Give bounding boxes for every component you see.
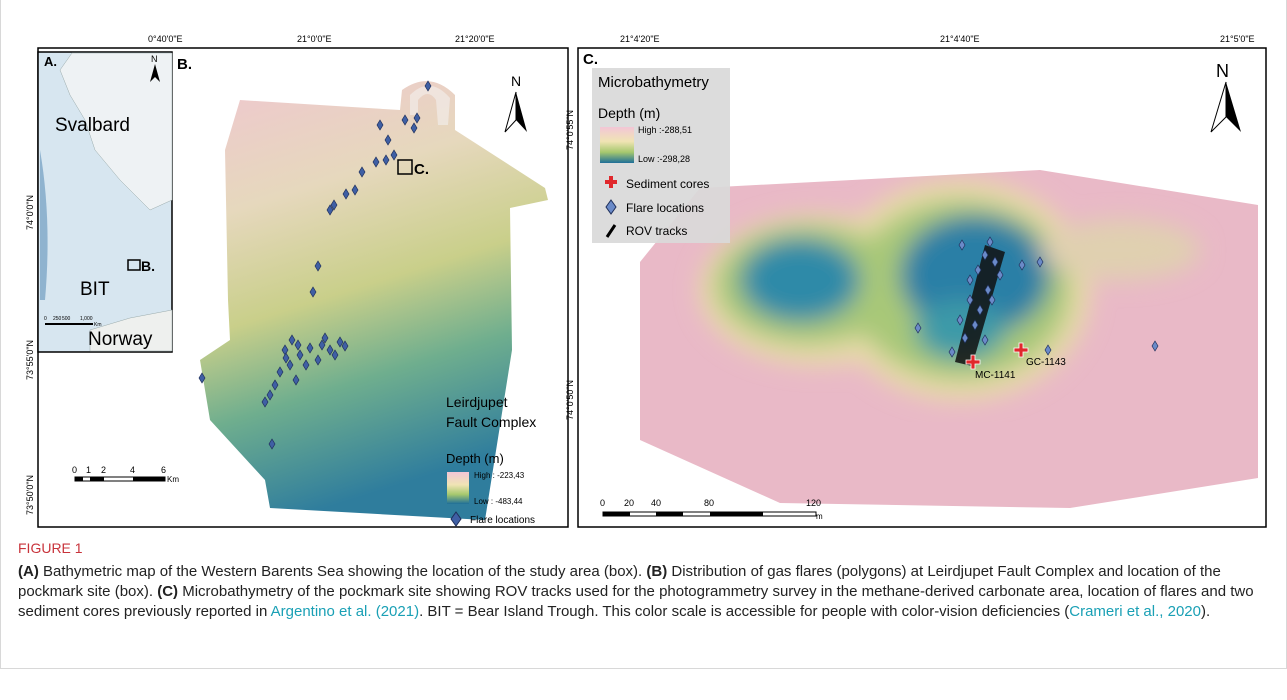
north-label: N xyxy=(151,54,158,64)
left-tick: 74°0'55"N xyxy=(565,110,575,150)
place: Norway xyxy=(88,329,153,350)
panel-label: C. xyxy=(583,51,598,68)
legend-ramp xyxy=(447,472,469,504)
left-tick: 73°50'0"N xyxy=(25,475,35,515)
left-tick: 74°0'50"N xyxy=(565,380,575,420)
panel-label: A. xyxy=(44,54,57,69)
place: Svalbard xyxy=(55,115,130,136)
scale-bar xyxy=(45,323,93,325)
scale-tick: 1 xyxy=(86,465,91,475)
scale-tick: 0 xyxy=(600,498,605,508)
scale-tick: 0 xyxy=(72,465,77,475)
core-label: MC-1141 xyxy=(975,370,1016,381)
caption-text: (A) Bathymetric map of the Western Baren… xyxy=(18,562,1273,622)
legend-high: High : -223,43 xyxy=(474,471,525,480)
caption: FIGURE 1 (A) Bathymetric map of the West… xyxy=(18,538,1273,622)
legend-depth: Depth (m) xyxy=(598,105,660,121)
legend-low: Low :-298,28 xyxy=(638,154,690,164)
legend-flares: Flare locations xyxy=(470,515,535,526)
area-label: Leirdjupet xyxy=(446,394,508,410)
left-tick: 73°55'0"N xyxy=(25,340,35,380)
top-tick: 21°5'0"E xyxy=(1220,34,1255,44)
page: 0°40'0"E 21°0'0"E 21°20'0"E 74°0'0"N 73°… xyxy=(0,0,1287,700)
scale-tick: 500 xyxy=(62,316,71,322)
legend-title: Microbathymetry xyxy=(598,74,709,91)
scale-tick: 120 xyxy=(806,498,821,508)
scale-tick: 20 xyxy=(624,498,634,508)
caption-bold: (A) xyxy=(18,563,39,580)
scale-bar xyxy=(75,477,165,481)
legend-title: Depth (m) xyxy=(446,451,504,466)
box-label: C. xyxy=(414,161,429,178)
scale-bar xyxy=(603,512,816,516)
area-label: Fault Complex xyxy=(446,414,536,430)
scale-tick: 4 xyxy=(130,465,135,475)
top-tick: 21°0'0"E xyxy=(297,34,332,44)
citation-link[interactable]: Argentino et al. (2021) xyxy=(271,603,419,620)
caption-span: Bathymetric map of the Western Barents S… xyxy=(39,563,647,580)
legend-high: High :-288,51 xyxy=(638,125,692,135)
caption-bold: (B) xyxy=(646,563,667,580)
scale-unit: Km xyxy=(167,475,179,484)
panel-label: B. xyxy=(177,56,192,73)
legend-low: Low : -483,44 xyxy=(474,497,523,506)
scale-tick: 40 xyxy=(651,498,661,508)
scale-unit: m xyxy=(816,512,823,521)
scale-tick: 250 xyxy=(53,316,62,322)
place: BIT xyxy=(80,279,110,300)
scale-unit: Km xyxy=(94,322,102,328)
left-tick: 74°0'0"N xyxy=(25,195,35,230)
scale-tick: 80 xyxy=(704,498,714,508)
figure-maps: 0°40'0"E 21°0'0"E 21°20'0"E 74°0'0"N 73°… xyxy=(0,0,1287,540)
caption-span: ). xyxy=(1201,603,1210,620)
legend-flares: Flare locations xyxy=(626,201,704,215)
north-label: N xyxy=(511,73,521,89)
scale-tick: 1,000 xyxy=(80,316,93,322)
top-tick: 21°4'40"E xyxy=(940,34,980,44)
core-label: GC-1143 xyxy=(1026,357,1066,368)
legend-cores: Sediment cores xyxy=(626,177,709,191)
scale-tick: 6 xyxy=(161,465,166,475)
top-tick: 0°40'0"E xyxy=(148,34,183,44)
north-label: N xyxy=(1216,61,1229,81)
caption-label: FIGURE 1 xyxy=(18,538,1273,558)
citation-link[interactable]: Crameri et al., 2020 xyxy=(1069,603,1201,620)
caption-span: . BIT = Bear Island Trough. This color s… xyxy=(419,603,1069,620)
top-tick: 21°20'0"E xyxy=(455,34,495,44)
scale-tick: 2 xyxy=(101,465,106,475)
scale-tick: 0 xyxy=(44,316,47,322)
box-label: B. xyxy=(141,258,155,274)
legend-rov-label: ROV tracks xyxy=(626,224,687,238)
top-tick: 21°4'20"E xyxy=(620,34,660,44)
caption-bold: (C) xyxy=(157,583,178,600)
legend-ramp xyxy=(600,127,634,163)
